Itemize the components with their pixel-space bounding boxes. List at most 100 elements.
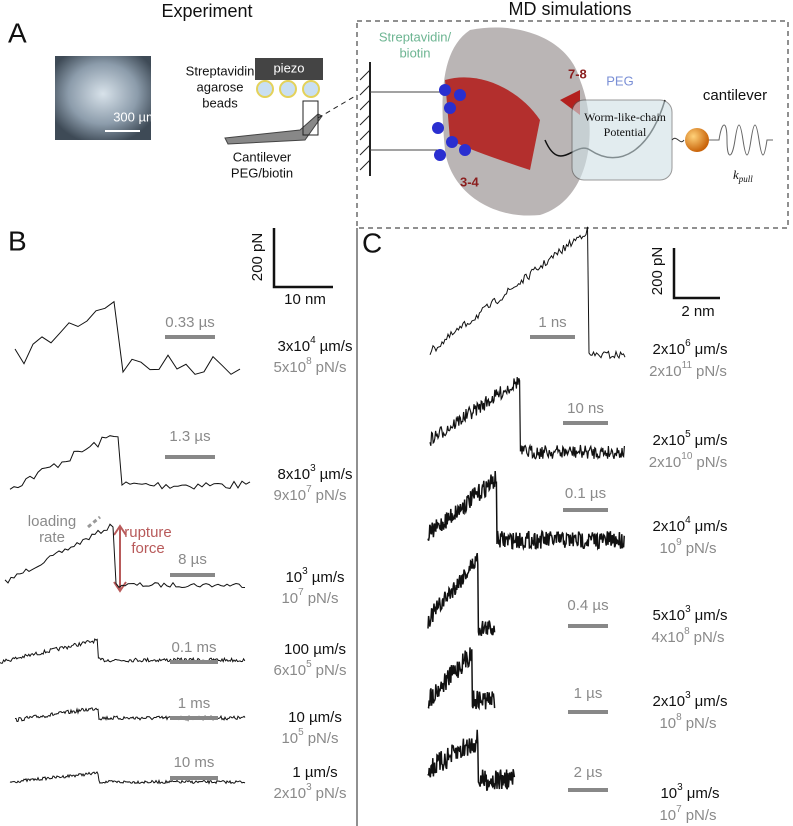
bead [685, 128, 709, 152]
time-label: 10 ms [174, 754, 215, 771]
rate-label: 1 µm/s [292, 764, 337, 781]
exponent: 8 [676, 712, 682, 723]
exponent: 7 [676, 804, 682, 815]
cantilever-shape [224, 113, 323, 145]
base: 9x10 [274, 487, 307, 504]
exponent: 6 [685, 338, 691, 349]
base: 2x10 [274, 785, 307, 802]
base: 10 [659, 715, 676, 732]
label: Streptavidin/ [379, 29, 452, 44]
label: PEG [606, 73, 633, 88]
base: 2x10 [649, 454, 682, 471]
unit: μm/s [695, 607, 728, 624]
time-label: 1 ns [538, 314, 566, 331]
label: beads [202, 95, 238, 110]
label: cantilever [703, 87, 767, 104]
rate-label: 8x103 µm/s [278, 463, 353, 483]
base: 10 [659, 807, 676, 824]
force-trace [427, 470, 626, 551]
base: 2x10 [653, 518, 686, 535]
exponent: 8 [684, 626, 690, 637]
beads [256, 80, 320, 98]
rate-label: 9x107 pN/s [274, 484, 347, 504]
time-label: 8 µs [178, 551, 207, 568]
exponent: 3 [306, 782, 312, 793]
label: 7-8 [568, 66, 587, 81]
unit: µm/s [320, 338, 353, 355]
label: kpull [733, 167, 753, 184]
rate-label: 107 pN/s [281, 587, 338, 607]
zoom-line [317, 94, 358, 119]
time-label: 0.1 ms [171, 639, 216, 656]
force-trace [9, 435, 251, 490]
scale-label: 200 pN [649, 247, 666, 295]
piezo-block [255, 58, 323, 80]
spring [709, 124, 773, 156]
base: 6x10 [274, 662, 307, 679]
panel-letter: A [8, 17, 27, 48]
unit: pN/s [686, 807, 717, 824]
rate-label: 105 pN/s [281, 727, 338, 747]
force-trace [429, 226, 626, 360]
base: 10 [281, 730, 298, 747]
wire [671, 137, 685, 143]
rate-label: 103 µm/s [285, 566, 344, 586]
unit: pN/s [308, 730, 339, 747]
microscope-image [55, 56, 151, 140]
unit: pN/s [308, 590, 339, 607]
exponent: 3 [310, 463, 316, 474]
md-box [356, 20, 789, 229]
annotation: force [131, 540, 164, 557]
rate-label: 103 μm/s [660, 782, 719, 802]
label: Streptavidin [186, 63, 255, 78]
time-label: 2 µs [574, 764, 603, 781]
annotation: rupture [124, 524, 172, 541]
unit: µm/s [312, 569, 345, 586]
unit: pN/s [686, 540, 717, 557]
unit: µm/s [320, 466, 353, 483]
rate-label: 6x105 pN/s [274, 659, 347, 679]
panel-letter: C [362, 227, 382, 258]
unit: pN/s [696, 363, 727, 380]
scale-bar-b [272, 228, 333, 289]
unit: pN/s [694, 629, 725, 646]
force-trace [427, 552, 496, 637]
base: 5x10 [274, 359, 307, 376]
exponent: 5 [685, 429, 691, 440]
label: Worm-like-chain [584, 110, 666, 124]
label: piezo [273, 60, 304, 75]
heading: MD simulations [508, 0, 631, 19]
unit: μm/s [695, 518, 728, 535]
rate-label: 5x103 μm/s [653, 604, 728, 624]
rate-label: 3x104 µm/s [278, 335, 353, 355]
scale-label: 200 pN [249, 233, 266, 281]
unit: pN/s [696, 454, 727, 471]
force-trace [427, 647, 496, 711]
rate-label: 100 µm/s [284, 641, 346, 658]
rate-label: 2x1011 pN/s [649, 360, 727, 380]
exponent: 4 [310, 335, 316, 346]
base: 4x10 [652, 629, 685, 646]
rate-label: 109 pN/s [659, 537, 716, 557]
rate-label: 2x1010 pN/s [649, 451, 728, 471]
scale-label: 2 nm [681, 303, 714, 320]
scale-bar-c [672, 248, 720, 300]
base: 10 µm/s [288, 709, 342, 726]
unit: pN/s [686, 715, 717, 732]
label: Potential [604, 125, 647, 139]
base: 100 µm/s [284, 641, 346, 658]
exponent: 9 [676, 537, 682, 548]
label: 3-4 [460, 174, 480, 189]
loading-rate-line [87, 515, 101, 529]
time-label: 0.33 µs [165, 314, 215, 331]
exponent: 3 [677, 782, 683, 793]
base: 1 µm/s [292, 764, 337, 781]
rate-label: 5x108 pN/s [274, 356, 347, 376]
force-trace [429, 377, 625, 460]
time-label: 10 ns [567, 400, 604, 417]
base: 8x10 [278, 466, 311, 483]
unit: pN/s [316, 662, 347, 679]
annotation: rate [39, 529, 65, 546]
exponent: 5 [298, 727, 304, 738]
exponent: 3 [685, 604, 691, 615]
